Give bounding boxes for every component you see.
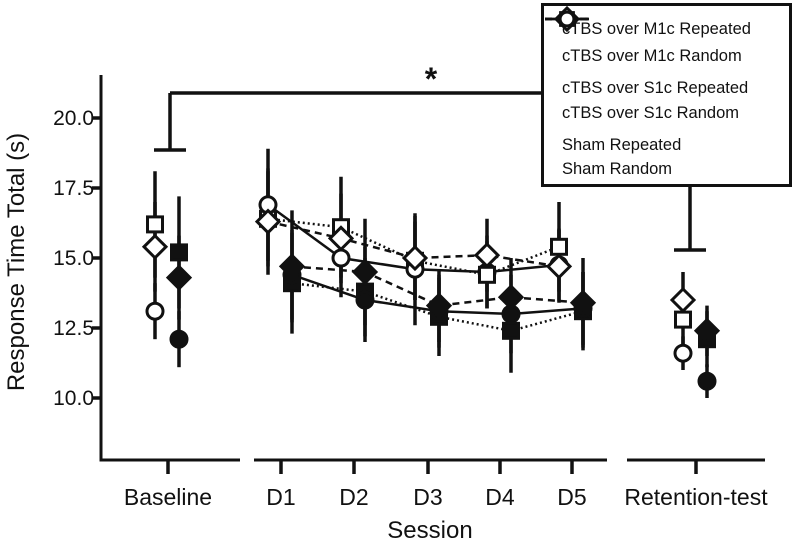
marker-square-filled bbox=[502, 321, 520, 340]
marker-diamond-open bbox=[669, 286, 697, 314]
y-axis-title: Response Time Total (s) bbox=[3, 133, 30, 391]
legend-label: Sham Random bbox=[562, 159, 673, 178]
marker-square-open bbox=[674, 310, 692, 329]
marker-diamond-filled bbox=[278, 253, 306, 280]
x-axis-title: Session bbox=[387, 517, 472, 544]
legend-label: cTBS over M1c Random bbox=[562, 47, 742, 65]
marker-circle-open bbox=[331, 248, 351, 268]
marker-diamond-filled bbox=[425, 292, 453, 319]
x-category-label: Baseline bbox=[124, 484, 212, 510]
y-tick-label: 12.5 bbox=[53, 317, 94, 340]
marker-diamond-open bbox=[141, 233, 169, 260]
marker-circle-filled bbox=[697, 371, 717, 391]
y-tick-label: 17.5 bbox=[53, 177, 94, 200]
legend-entry: cTBS over M1c Random bbox=[545, 6, 789, 70]
legend-entry: Sham Repeated bbox=[545, 10, 789, 157]
legend-entry: cTBS over S1c Random bbox=[545, 11, 789, 126]
legend-label: cTBS over S1c Repeated bbox=[562, 79, 749, 97]
series-line bbox=[267, 220, 560, 268]
legend-marker bbox=[558, 10, 576, 28]
x-category-label: D5 bbox=[557, 484, 586, 510]
legend-label: Sham Repeated bbox=[562, 135, 682, 154]
marker-diamond-filled bbox=[497, 284, 525, 311]
y-tick-label: 15.0 bbox=[53, 247, 94, 270]
marker-circle-filled bbox=[355, 290, 375, 310]
marker-square-open bbox=[146, 215, 164, 234]
legend: cTBS over M1c Repeated cTBS over M1c Rand… bbox=[541, 3, 792, 187]
marker-diamond-filled bbox=[569, 289, 597, 316]
marker-square-open bbox=[550, 237, 568, 256]
marker-circle-open bbox=[145, 301, 165, 321]
marker-circle-filled bbox=[169, 329, 189, 349]
x-category-label: D2 bbox=[339, 484, 368, 510]
x-category-label: D1 bbox=[266, 484, 295, 510]
marker-diamond-filled bbox=[693, 317, 721, 344]
x-category-label: D4 bbox=[485, 484, 515, 510]
marker-diamond-open bbox=[473, 242, 501, 269]
marker-diamond-open bbox=[401, 244, 429, 272]
marker-diamond-filled bbox=[351, 258, 379, 286]
legend-circle-open-icon bbox=[545, 10, 589, 28]
marker-square-open bbox=[478, 265, 496, 284]
marker-diamond-open bbox=[545, 253, 573, 280]
marker-diamond-filled bbox=[165, 264, 193, 291]
legend-label: cTBS over S1c Random bbox=[562, 104, 739, 122]
significance-asterisk: * bbox=[425, 61, 438, 97]
y-tick-label: 10.0 bbox=[53, 387, 94, 410]
marker-square-filled bbox=[170, 243, 188, 262]
marker-circle-open bbox=[673, 343, 693, 363]
x-category-label: Retention-test bbox=[624, 484, 768, 510]
legend-entry: cTBS over S1c Repeated bbox=[545, 11, 789, 101]
y-tick-label: 20.0 bbox=[53, 107, 94, 130]
marker-diamond-open bbox=[254, 208, 282, 235]
series-line bbox=[291, 265, 584, 307]
legend-entry: Sham Random bbox=[545, 10, 789, 181]
x-category-label: D3 bbox=[413, 484, 442, 510]
marker-diamond-open bbox=[327, 225, 355, 252]
legend-label: cTBS over M1c Repeated bbox=[562, 20, 751, 38]
